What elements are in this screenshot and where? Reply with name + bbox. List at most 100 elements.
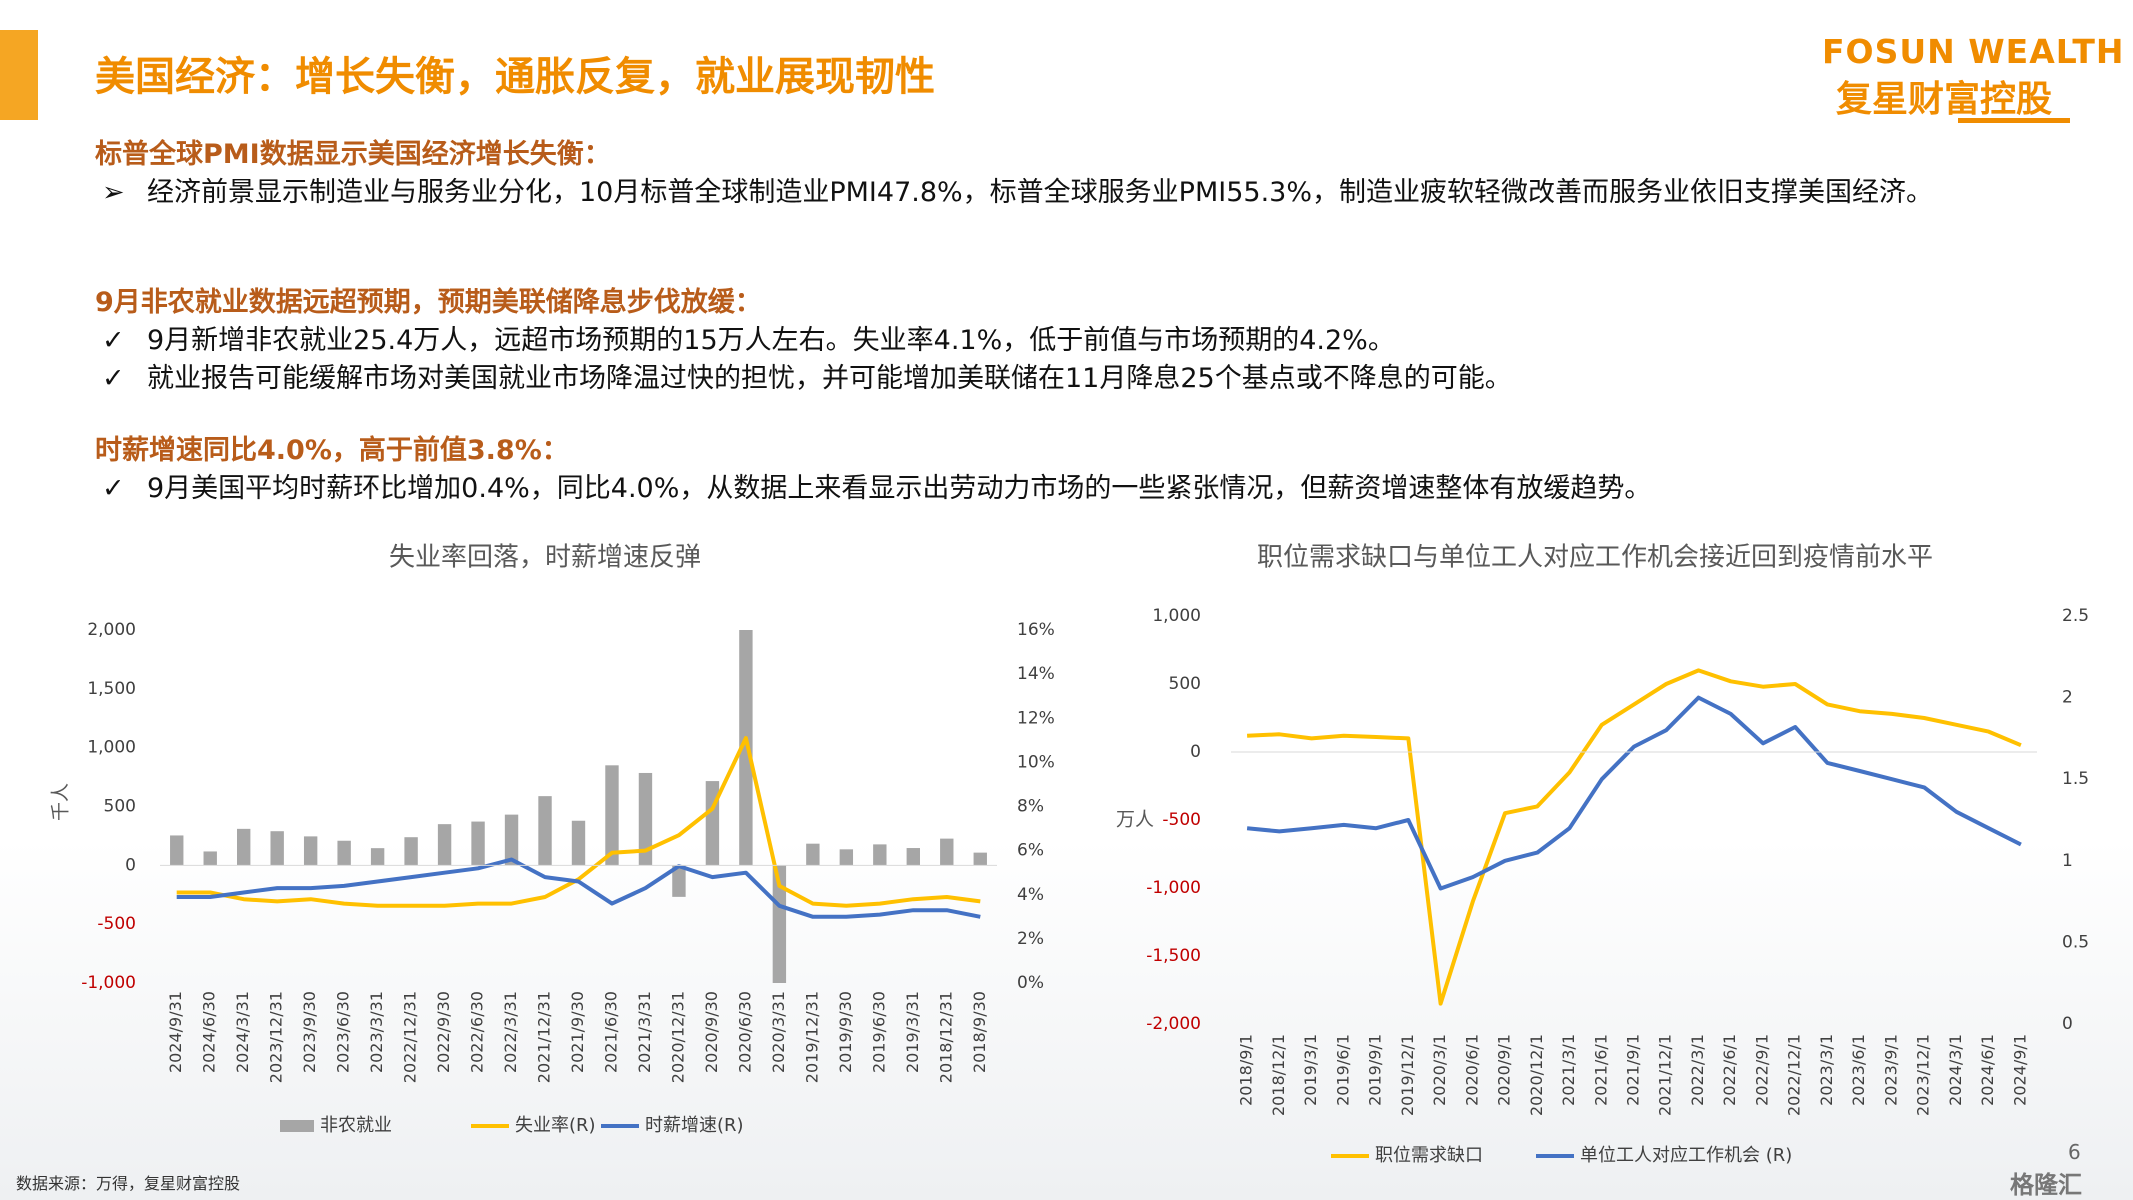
x-tick-label: 2018/9/30 — [970, 991, 989, 1073]
x-tick-label: 2022/9/1 — [1752, 1034, 1771, 1106]
bullet: ✓ 9月新增非农就业25.4万人，远超市场预期的15万人左右。失业率4.1%，低于… — [102, 322, 2042, 360]
bar — [504, 814, 519, 866]
bar — [237, 828, 251, 866]
y2-tick-label: 1.5 — [2062, 769, 2089, 789]
bar — [437, 824, 452, 866]
heading-text: 标普全球PMI数据显示美国经济增长失衡： — [95, 139, 611, 170]
x-tick-label: 2019/9/30 — [836, 991, 855, 1073]
y-tick-label: 2,000 — [87, 620, 136, 640]
source: 数据来源：万得，复星财富控股 — [16, 1174, 241, 1193]
x-tick-label: 2020/3/31 — [769, 991, 788, 1073]
bar — [772, 865, 787, 983]
y-tick-label: -500 — [1162, 810, 1201, 830]
bar — [471, 821, 485, 866]
x-tick-label: 2020/3/1 — [1430, 1034, 1449, 1106]
x-tick-label: 2022/12/1 — [1785, 1034, 1804, 1116]
y2-tick-label: 2 — [2062, 688, 2073, 708]
bar — [638, 772, 653, 866]
x-tick-label: 2020/9/1 — [1495, 1034, 1514, 1106]
x-tick-label: 2022/6/30 — [468, 991, 487, 1073]
x-tick-label: 2019/3/31 — [903, 991, 922, 1073]
x-tick-label: 2023/3/1 — [1817, 1034, 1836, 1106]
legend-swatch — [280, 1120, 314, 1132]
chart-title: 职位需求缺口与单位工人对应工作机会接近回到疫情前水平 — [1257, 543, 1933, 573]
x-tick-label: 2019/12/1 — [1398, 1034, 1417, 1116]
section-heading: 9月非农就业数据远超预期，预期美联储降息步伐放缓： — [95, 284, 762, 322]
y-tick-label: -1,500 — [1146, 946, 1201, 966]
bar — [571, 820, 586, 866]
y2-tick-label: 8% — [1017, 797, 1044, 817]
section-heading: 时薪增速同比4.0%，高于前值3.8%： — [95, 432, 569, 470]
y2-tick-label: 2% — [1017, 929, 1044, 949]
x-tick-label: 2019/9/1 — [1366, 1034, 1385, 1106]
x-tick-label: 2021/3/1 — [1559, 1034, 1578, 1106]
x-tick-label: 2021/9/1 — [1624, 1034, 1643, 1106]
bar — [672, 865, 686, 897]
bar — [973, 852, 987, 866]
x-tick-label: 2020/12/31 — [668, 991, 687, 1083]
y-tick-label: -500 — [97, 914, 136, 934]
legend-label: 职位需求缺口 — [1375, 1145, 1483, 1166]
logo-underline — [1958, 118, 2070, 123]
legend-label: 非农就业 — [320, 1115, 392, 1136]
x-tick-label: 2023/9/1 — [1881, 1034, 1900, 1106]
x-tick-label: 2018/9/1 — [1237, 1034, 1256, 1106]
x-tick-label: 2021/3/31 — [635, 991, 654, 1073]
slide-title: 美国经济：增长失衡，通胀反复，就业展现韧性 — [95, 54, 935, 100]
x-tick-label: 2022/3/31 — [501, 991, 520, 1073]
y2-tick-label: 0% — [1017, 973, 1044, 993]
bar — [739, 630, 753, 866]
y-tick-label: -1,000 — [1146, 878, 1201, 898]
bullet-text: 9月新增非农就业25.4万人，远超市场预期的15万人左右。失业率4.1%，低于前… — [147, 325, 1395, 356]
legend-label: 失业率(R) — [515, 1115, 596, 1136]
y-tick-label: 1,000 — [87, 738, 136, 758]
bullet: ➢ 经济前景显示制造业与服务业分化，10月标普全球制造业PMI47.8%，标普全球… — [102, 174, 2042, 212]
x-tick-label: 2021/12/1 — [1656, 1034, 1675, 1116]
bar — [303, 836, 318, 866]
y-axis-title: 千人 — [50, 783, 72, 821]
y-tick-label: 0 — [125, 855, 136, 875]
x-tick-label: 2023/6/30 — [334, 991, 353, 1073]
line — [176, 857, 981, 919]
y2-tick-label: 6% — [1017, 841, 1044, 861]
x-tick-label: 2022/9/30 — [434, 991, 453, 1073]
x-tick-label: 2020/9/30 — [702, 991, 721, 1073]
bar — [270, 831, 284, 866]
x-tick-label: 2024/3/31 — [233, 991, 252, 1073]
y-tick-label: -2,000 — [1146, 1014, 1201, 1034]
x-tick-label: 2024/9/1 — [2010, 1034, 2029, 1106]
x-tick-label: 2021/9/30 — [568, 991, 587, 1073]
y2-tick-label: 0 — [2062, 1014, 2073, 1034]
x-tick-label: 2024/6/1 — [1978, 1034, 1997, 1106]
x-tick-label: 2024/9/31 — [166, 991, 185, 1073]
bar — [940, 838, 954, 866]
x-tick-label: 2023/6/1 — [1849, 1034, 1868, 1106]
x-tick-label: 2018/12/1 — [1269, 1034, 1288, 1116]
bullet-text: 经济前景显示制造业与服务业分化，10月标普全球制造业PMI47.8%，标普全球服… — [147, 177, 1933, 208]
bullet-marker: ✓ — [102, 363, 125, 394]
accent-bar — [0, 30, 38, 120]
y-tick-label: 1,000 — [1152, 606, 1201, 626]
y-axis-title: 万人 — [1116, 809, 1154, 831]
line — [1247, 668, 2022, 1006]
x-tick-label: 2023/12/1 — [1914, 1034, 1933, 1116]
plot — [1246, 668, 2022, 1006]
y-tick-label: 500 — [1169, 674, 1201, 694]
x-tick-label: 2018/12/31 — [936, 991, 955, 1083]
bullet: ✓ 9月美国平均时薪环比增加0.4%，同比4.0%，从数据上来看显示出劳动力市场的… — [102, 470, 2042, 508]
x-tick-label: 2024/6/30 — [200, 991, 219, 1073]
x-tick-label: 2019/12/31 — [802, 991, 821, 1083]
y-tick-label: 0 — [1190, 742, 1201, 762]
y2-tick-label: 1 — [2062, 851, 2073, 871]
x-tick-label: 2019/3/1 — [1301, 1034, 1320, 1106]
bar — [538, 796, 552, 866]
x-tick-label: 2019/6/30 — [869, 991, 888, 1073]
x-tick-label: 2021/6/30 — [601, 991, 620, 1073]
page-number: 6 — [2068, 1140, 2081, 1164]
bullet-marker: ➢ — [102, 177, 125, 208]
bullet-text: 9月美国平均时薪环比增加0.4%，同比4.0%，从数据上来看显示出劳动力市场的一… — [147, 473, 1652, 504]
logo-en: FOSUN WEALTH — [1822, 32, 2125, 71]
plot — [170, 630, 987, 983]
legend-label: 单位工人对应工作机会 (R) — [1580, 1145, 1792, 1166]
